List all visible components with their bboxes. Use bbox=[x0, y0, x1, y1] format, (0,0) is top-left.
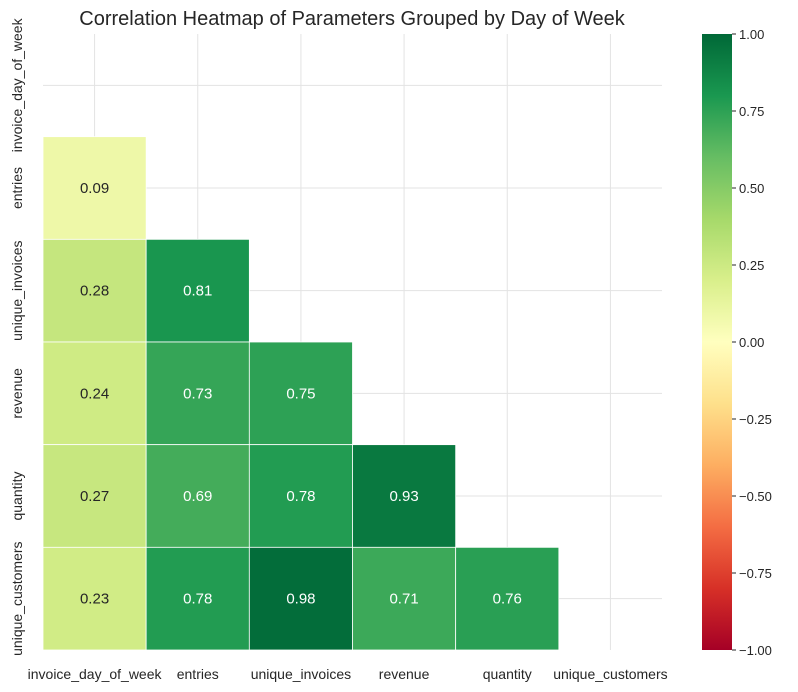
colorbar-tick-label: −0.75 bbox=[739, 566, 772, 581]
heatmap-cell bbox=[145, 546, 250, 651]
cell-value-label: 0.24 bbox=[80, 385, 109, 402]
cell-value-label: 0.98 bbox=[286, 591, 315, 608]
heatmap-cell bbox=[145, 341, 250, 446]
x-tick-label: revenue bbox=[379, 666, 430, 682]
cell-value-label: 0.69 bbox=[183, 488, 212, 505]
heatmap-cell bbox=[145, 238, 250, 343]
heatmap-cell bbox=[42, 341, 147, 446]
x-tick-label: invoice_day_of_week bbox=[28, 666, 163, 682]
heatmap-cell bbox=[42, 546, 147, 651]
x-tick-label: unique_customers bbox=[553, 666, 667, 682]
x-axis-ticks: invoice_day_of_week entries unique_invoice… bbox=[28, 666, 668, 682]
x-tick-label: unique_invoices bbox=[251, 666, 351, 682]
y-tick-label: invoice_day_of_week bbox=[9, 17, 25, 152]
y-tick-label: unique_invoices bbox=[9, 240, 25, 340]
colorbar-tick-label: −1.00 bbox=[739, 643, 772, 658]
heatmap-cell bbox=[248, 341, 353, 446]
cell-value-label: 0.73 bbox=[183, 385, 212, 402]
colorbar-tick-label: 0.75 bbox=[739, 104, 764, 119]
heatmap-cell bbox=[455, 546, 560, 651]
cell-value-label: 0.78 bbox=[183, 591, 212, 608]
cell-value-label: 0.76 bbox=[493, 591, 522, 608]
y-tick-label: entries bbox=[9, 167, 25, 209]
cell-value-label: 0.78 bbox=[286, 488, 315, 505]
y-tick-label: revenue bbox=[9, 368, 25, 419]
cell-value-label: 0.09 bbox=[80, 180, 109, 197]
colorbar-tick-label: 1.00 bbox=[739, 27, 764, 42]
y-tick-label: quantity bbox=[9, 471, 25, 520]
cell-value-label: 0.27 bbox=[80, 488, 109, 505]
heatmap-cell bbox=[42, 238, 147, 343]
cell-value-label: 0.28 bbox=[80, 283, 109, 300]
cell-value-label: 0.81 bbox=[183, 283, 212, 300]
colorbar-ticks: 1.00 0.75 0.50 0.25 0.00 −0.25 −0.50 −0.75 −1.00 bbox=[732, 27, 772, 658]
chart-title: Correlation Heatmap of Parameters Groupe… bbox=[79, 8, 625, 30]
colorbar-gradient bbox=[702, 34, 732, 650]
heatmap-cell bbox=[145, 444, 250, 548]
heatmap-cell bbox=[248, 444, 353, 548]
colorbar: 1.00 0.75 0.50 0.25 0.00 −0.25 −0.50 −0.75 −1.00 bbox=[702, 27, 772, 658]
cell-value-label: 0.75 bbox=[286, 385, 315, 402]
colorbar-tick-label: −0.50 bbox=[739, 489, 772, 504]
x-tick-label: quantity bbox=[483, 666, 532, 682]
heatmap-cell bbox=[42, 444, 147, 548]
cell-value-label: 0.93 bbox=[389, 488, 418, 505]
colorbar-tick-label: 0.00 bbox=[739, 335, 764, 350]
heatmap-cell bbox=[352, 546, 457, 651]
y-tick-label: unique_customers bbox=[9, 541, 25, 655]
cell-value-label: 0.71 bbox=[389, 591, 418, 608]
heatmap-cell bbox=[42, 136, 147, 240]
cell-value-label: 0.23 bbox=[80, 591, 109, 608]
colorbar-tick-label: 0.25 bbox=[739, 258, 764, 273]
colorbar-tick-label: −0.25 bbox=[739, 412, 772, 427]
heatmap-cells: 0.09 0.28 0.81 0.24 0.73 0.75 0.27 0.69 0.78 0.93… bbox=[42, 136, 560, 651]
colorbar-tick-label: 0.50 bbox=[739, 181, 764, 196]
x-tick-label: entries bbox=[177, 666, 219, 682]
